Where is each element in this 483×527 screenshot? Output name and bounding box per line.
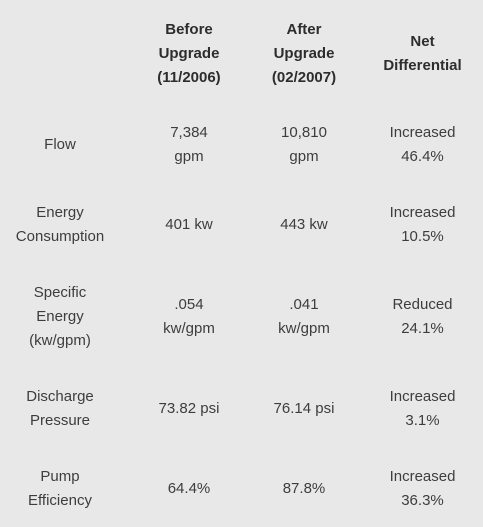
row-label-pump-efficiency: Pump Efficiency bbox=[28, 468, 92, 509]
cell-pressure-net: Increased 3.1% bbox=[389, 388, 456, 429]
row-label-discharge-pressure: Discharge Pressure bbox=[26, 388, 94, 429]
cell-flow-before: 7,384 gpm bbox=[170, 124, 208, 165]
header-after-upgrade: After Upgrade (02/2007) bbox=[271, 21, 337, 86]
header-before-upgrade: Before Upgrade (11/2006) bbox=[157, 21, 221, 86]
cell-pressure-before: 73.82 psi bbox=[158, 400, 220, 417]
cell-energy-net: Increased 10.5% bbox=[389, 204, 456, 245]
cell-specific-energy-before: .054 kw/gpm bbox=[163, 296, 215, 337]
row-label-flow: Flow bbox=[44, 136, 76, 153]
cell-energy-before: 401 kw bbox=[165, 216, 213, 233]
header-net-differential: Net Differential bbox=[383, 33, 462, 74]
cell-specific-energy-after: .041 kw/gpm bbox=[278, 296, 330, 337]
cell-flow-net: Increased 46.4% bbox=[389, 124, 456, 165]
cell-energy-after: 443 kw bbox=[280, 216, 328, 233]
cell-pressure-after: 76.14 psi bbox=[273, 400, 335, 417]
cell-efficiency-before: 64.4% bbox=[167, 480, 211, 497]
row-label-specific-energy: Specific Energy (kw/gpm) bbox=[29, 284, 91, 349]
row-label-energy-consumption: Energy Consumption bbox=[15, 204, 105, 245]
header-metric bbox=[0, 10, 120, 98]
cell-efficiency-after: 87.8% bbox=[282, 480, 326, 497]
cell-flow-after: 10,810 gpm bbox=[281, 124, 327, 165]
cell-efficiency-net: Increased 36.3% bbox=[389, 468, 456, 509]
cell-specific-energy-net: Reduced 24.1% bbox=[392, 296, 453, 337]
